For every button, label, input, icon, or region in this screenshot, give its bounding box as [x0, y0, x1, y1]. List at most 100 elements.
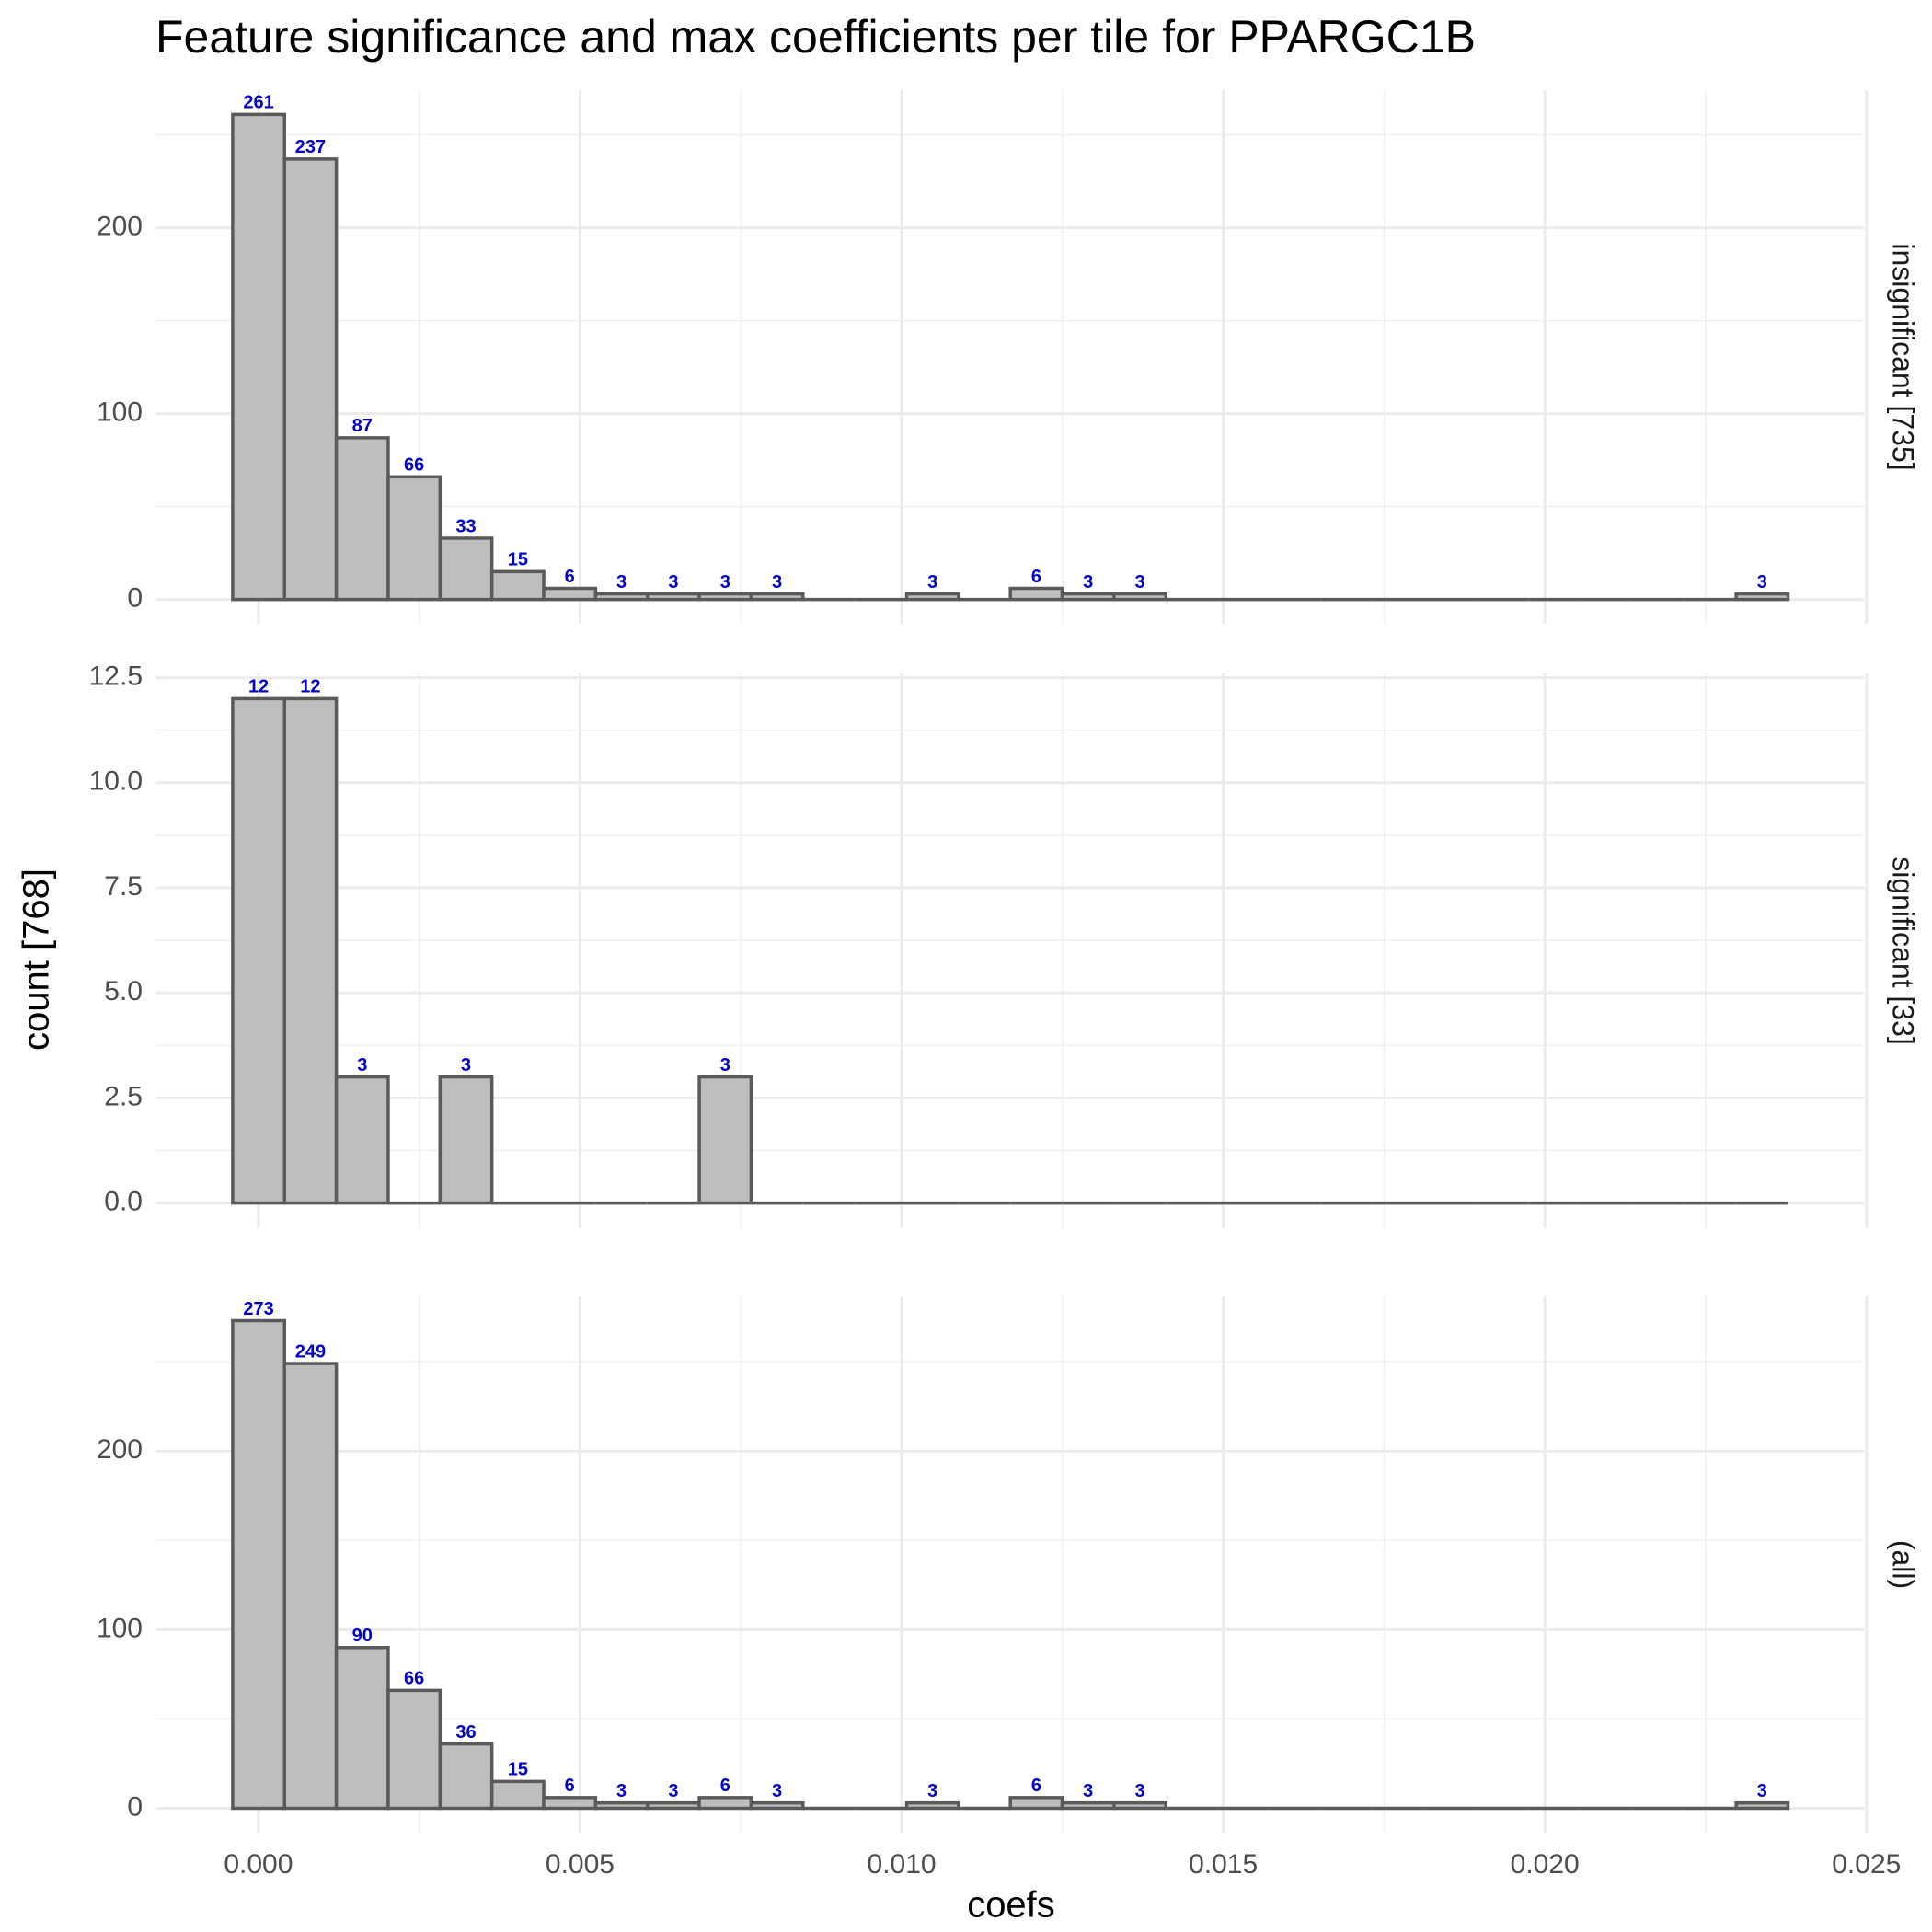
- bar-value-label: 6: [1031, 567, 1041, 587]
- bar-value-label: 3: [1083, 1781, 1093, 1801]
- bar-value-label: 3: [927, 1781, 937, 1801]
- y-tick-label: 0: [127, 583, 143, 614]
- bar: [1112, 1800, 1168, 1811]
- bar-value-label: 3: [720, 572, 730, 592]
- bar: [282, 157, 339, 602]
- y-axis-label: count [768]: [17, 868, 57, 1051]
- bar-value-label: 66: [404, 1669, 424, 1689]
- bar: [645, 592, 701, 602]
- y-tick-label: 10.0: [89, 766, 143, 797]
- bar: [386, 1688, 443, 1811]
- bar-value-label: 3: [1083, 572, 1093, 592]
- bar-value-label: 6: [1031, 1776, 1041, 1796]
- bar: [231, 1318, 287, 1811]
- y-tick-label: 2.5: [104, 1081, 143, 1111]
- x-tick-label: 0.025: [1832, 1849, 1901, 1880]
- bar: [1060, 592, 1116, 602]
- y-tick-label: 200: [97, 1434, 143, 1465]
- facet-label: insignificant [735]: [1887, 243, 1920, 470]
- y-tick-label: 200: [97, 212, 143, 242]
- bar-value-label: 3: [616, 1781, 627, 1801]
- bar: [697, 1075, 753, 1205]
- bar-value-label: 6: [720, 1776, 730, 1796]
- bar-value-label: 12: [248, 677, 269, 697]
- bar-value-label: 3: [357, 1055, 367, 1075]
- x-tick-label: 0.000: [224, 1849, 293, 1880]
- bar-value-label: 6: [565, 1776, 575, 1796]
- x-tick-label: 0.015: [1189, 1849, 1258, 1880]
- bar: [1734, 592, 1790, 602]
- y-tick-label: 100: [97, 397, 143, 428]
- bar: [593, 592, 650, 602]
- bar-value-label: 15: [508, 1760, 528, 1780]
- bar: [749, 1800, 805, 1811]
- bar: [542, 586, 598, 602]
- bar-value-label: 15: [508, 550, 528, 570]
- y-tick-label: 0.0: [104, 1187, 143, 1217]
- bar-value-label: 3: [461, 1055, 471, 1075]
- bar: [334, 1075, 390, 1205]
- bar: [489, 1779, 546, 1811]
- bar-value-label: 12: [300, 677, 320, 697]
- bar: [282, 696, 339, 1205]
- x-tick-label: 0.005: [546, 1849, 615, 1880]
- bar-value-label: 66: [404, 455, 424, 476]
- bar-value-label: 249: [295, 1341, 326, 1362]
- bar: [1112, 592, 1168, 602]
- bar-value-label: 273: [243, 1299, 273, 1319]
- bar: [438, 536, 494, 602]
- bar-value-label: 3: [1135, 572, 1145, 592]
- bar-value-label: 6: [565, 567, 575, 587]
- bar-value-label: 90: [352, 1626, 373, 1646]
- x-axis-label: coefs: [967, 1885, 1055, 1926]
- facet-label: (all): [1887, 1540, 1920, 1589]
- bar-value-label: 3: [668, 1781, 678, 1801]
- bar-value-label: 3: [1757, 572, 1767, 592]
- bar-value-label: 3: [772, 572, 782, 592]
- x-tick-label: 0.010: [868, 1849, 937, 1880]
- bar: [1734, 1800, 1790, 1811]
- bar: [593, 1800, 650, 1811]
- bar: [1008, 586, 1064, 602]
- bar: [386, 475, 443, 602]
- y-tick-label: 100: [97, 1613, 143, 1643]
- bar: [231, 112, 287, 602]
- y-tick-label: 5.0: [104, 976, 143, 1006]
- bar-value-label: 261: [243, 93, 273, 113]
- bar: [334, 436, 390, 602]
- bar-value-label: 3: [1757, 1781, 1767, 1801]
- bar: [542, 1796, 598, 1811]
- bar-value-label: 237: [295, 137, 326, 157]
- facet-label: significant [33]: [1887, 857, 1920, 1045]
- bar-value-label: 3: [720, 1055, 730, 1075]
- bar: [334, 1646, 390, 1811]
- y-tick-label: 7.5: [104, 871, 143, 902]
- bar: [904, 592, 960, 602]
- bar: [231, 696, 287, 1205]
- bar: [438, 1742, 494, 1811]
- y-tick-label: 0: [127, 1791, 143, 1822]
- bar: [645, 1800, 701, 1811]
- bar: [697, 1796, 753, 1811]
- bar-value-label: 87: [352, 416, 373, 436]
- bar-value-label: 3: [616, 572, 627, 592]
- bar: [438, 1075, 494, 1205]
- bar-value-label: 36: [455, 1722, 476, 1742]
- bar: [1008, 1796, 1064, 1811]
- bar: [489, 569, 546, 602]
- x-tick-label: 0.020: [1511, 1849, 1580, 1880]
- bar: [697, 592, 753, 602]
- bar-value-label: 3: [772, 1781, 782, 1801]
- bar-value-label: 3: [927, 572, 937, 592]
- bar: [749, 592, 805, 602]
- bar-value-label: 33: [455, 516, 476, 536]
- chart-title: Feature significance and max coefficient…: [155, 11, 1476, 63]
- bar-value-label: 3: [1135, 1781, 1145, 1801]
- bar: [904, 1800, 960, 1811]
- bar-value-label: 3: [668, 572, 678, 592]
- bar: [282, 1362, 339, 1811]
- y-tick-label: 12.5: [89, 661, 143, 691]
- bar: [1060, 1800, 1116, 1811]
